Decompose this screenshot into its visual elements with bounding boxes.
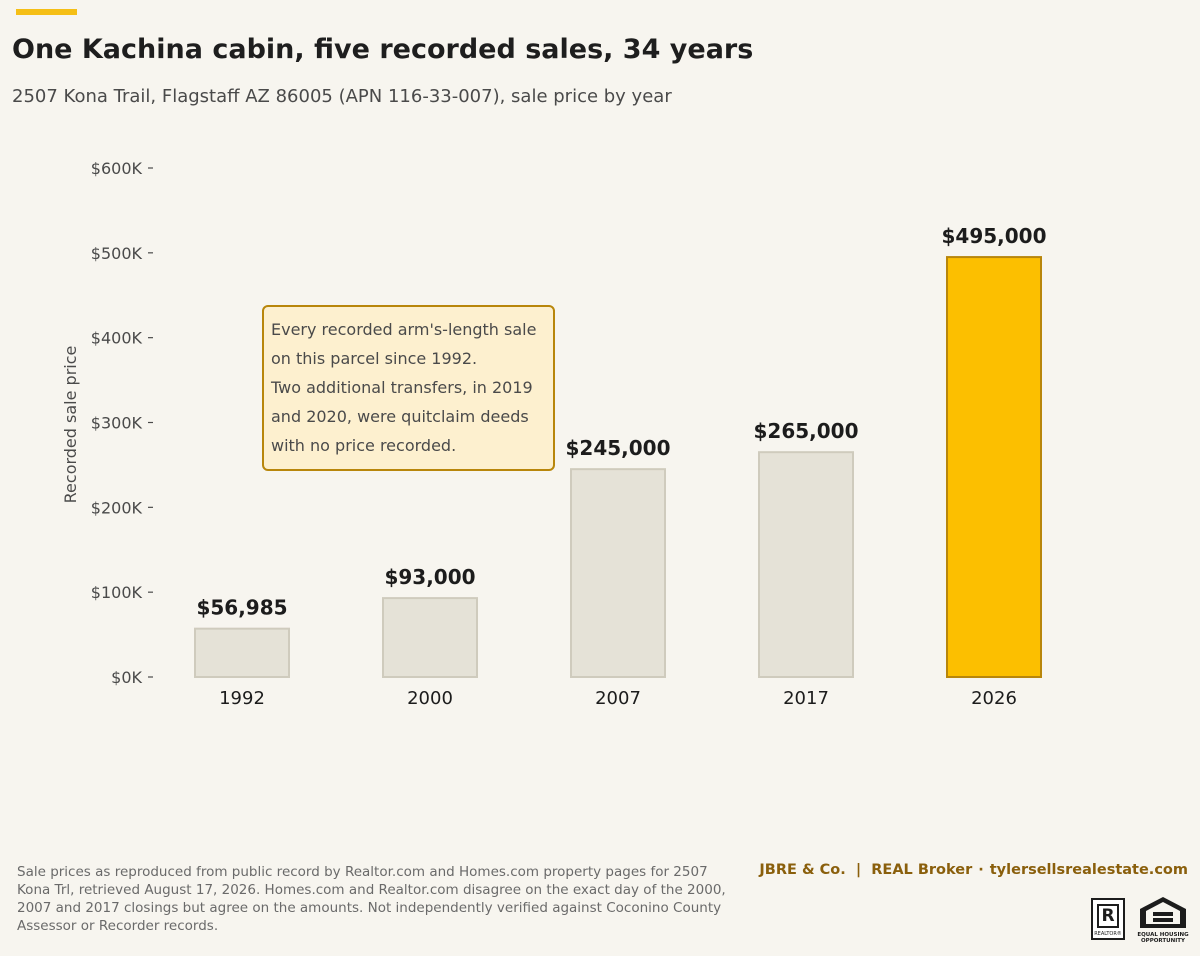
bar-value-label: $265,000 (753, 419, 858, 443)
realtor-logo-letter: R (1097, 904, 1119, 928)
chart-title: One Kachina cabin, five recorded sales, … (12, 34, 754, 65)
bar-value-label: $93,000 (384, 565, 475, 589)
accent-bar (16, 9, 77, 15)
annotation-line: with no price recorded. (271, 436, 457, 455)
source-note: Sale prices as reproduced from public re… (17, 864, 726, 934)
y-tick-label: $400K (91, 329, 143, 348)
equal-housing-house-icon (1140, 897, 1186, 928)
annotation-line: and 2020, were quitclaim deeds (271, 407, 529, 426)
y-tick-label: $0K (111, 668, 142, 687)
y-axis-label: Recorded sale price (61, 346, 80, 504)
annotation-line: Every recorded arm's-length sale (271, 320, 537, 339)
y-tick-label: $200K (91, 498, 143, 517)
y-tick-label: $100K (91, 583, 143, 602)
bar (382, 597, 478, 678)
x-tick-label: 2026 (971, 688, 1017, 709)
bar (758, 451, 854, 679)
y-tick-label: $600K (91, 159, 143, 178)
bar (194, 627, 290, 678)
brand-line: JBRE & Co. | REAL Broker · tylersellsreale… (759, 862, 1188, 878)
realtor-logo-word: REALTOR® (1094, 931, 1122, 937)
x-tick-label: 2007 (595, 688, 641, 709)
x-tick-label: 2017 (783, 688, 829, 709)
annotation-box: Every recorded arm's-length sale on this… (262, 305, 555, 471)
brand-site-link[interactable]: tylersellsrealestate.com (989, 862, 1188, 878)
y-tick-label: $500K (91, 244, 143, 263)
bar-value-label: $495,000 (941, 224, 1046, 248)
bar (570, 468, 666, 678)
bar-value-label: $56,985 (196, 596, 287, 620)
equal-housing-logo-icon: EQUAL HOUSING OPPORTUNITY (1137, 895, 1189, 945)
x-tick-label: 2000 (407, 688, 453, 709)
brand-name: JBRE & Co. | REAL Broker (759, 862, 973, 878)
equal-housing-word-2: OPPORTUNITY (1140, 938, 1185, 944)
annotation-line: Two additional transfers, in 2019 (271, 378, 533, 397)
chart-subtitle: 2507 Kona Trail, Flagstaff AZ 86005 (APN… (12, 86, 672, 107)
x-tick-label: 1992 (219, 688, 265, 709)
annotation-line: on this parcel since 1992. (271, 349, 478, 368)
realtor-logo-icon: R REALTOR® (1091, 898, 1125, 940)
equal-housing-word-1: EQUAL HOUSING (1137, 932, 1189, 938)
bar-highlight (946, 256, 1042, 678)
y-tick-label: $300K (91, 414, 143, 433)
bar-value-label: $245,000 (565, 436, 670, 460)
brand-separator: · (978, 862, 984, 878)
